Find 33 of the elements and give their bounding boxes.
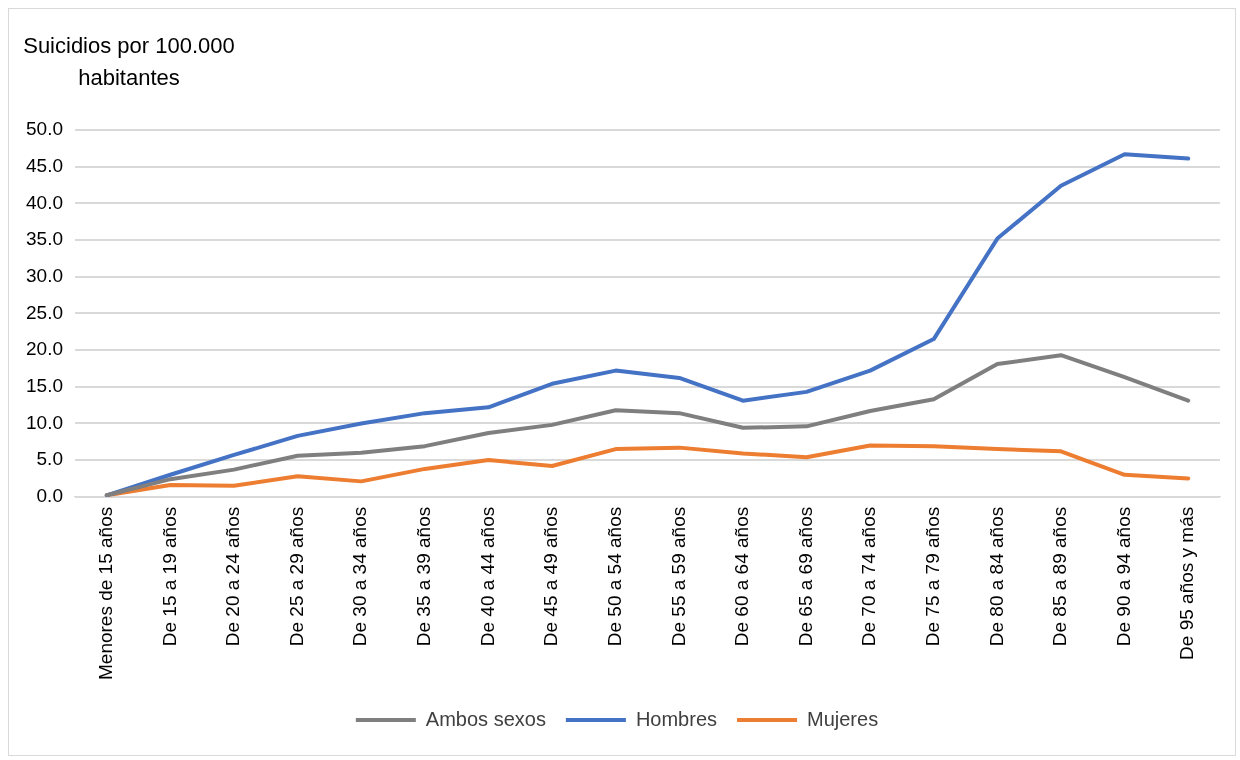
x-tick-label: De 40 a 44 años (476, 506, 498, 647)
y-tick-label: 10.0 (26, 411, 63, 433)
y-tick-label: 0.0 (36, 485, 63, 507)
y-tick-label: 15.0 (26, 374, 63, 396)
x-tick-label: De 30 a 34 años (349, 506, 371, 647)
x-tick-label: De 55 a 59 años (667, 506, 689, 647)
x-tick-label: De 70 a 74 años (858, 506, 880, 647)
legend-label: Hombres (635, 707, 718, 730)
x-tick-label: De 20 a 24 años (222, 506, 244, 647)
y-tick-label: 20.0 (26, 338, 63, 360)
x-tick-label: De 25 a 29 años (285, 506, 307, 647)
x-tick-label: De 35 a 39 años (413, 506, 435, 647)
y-tick-label: 50.0 (26, 118, 63, 140)
x-tick-label: De 50 a 54 años (603, 506, 625, 647)
x-tick-label: De 90 a 94 años (1112, 506, 1134, 647)
legend-label: Ambos sexos (425, 707, 546, 730)
x-tick-label: Menores de 15 años (95, 506, 117, 681)
y-axis-title: Suicidios por 100.000 habitantes (22, 32, 236, 92)
y-tick-label: 35.0 (26, 228, 63, 250)
x-tick-label: De 85 a 89 años (1049, 506, 1071, 647)
x-tick-label: De 65 a 69 años (794, 506, 816, 647)
x-tick-label: De 75 a 79 años (921, 506, 943, 647)
x-tick-label: De 45 a 49 años (540, 506, 562, 647)
x-tick-label: De 15 a 19 años (158, 506, 180, 647)
y-tick-label: 5.0 (36, 448, 63, 470)
x-tick-label: De 60 a 64 años (731, 506, 753, 647)
x-tick-label: De 80 a 84 años (985, 506, 1007, 647)
x-tick-label: De 95 años y más (1176, 506, 1198, 660)
y-tick-label: 40.0 (26, 191, 63, 213)
legend-label: Mujeres (807, 707, 879, 730)
y-tick-label: 25.0 (26, 301, 63, 323)
y-tick-label: 30.0 (26, 264, 63, 286)
y-tick-label: 45.0 (26, 154, 63, 176)
